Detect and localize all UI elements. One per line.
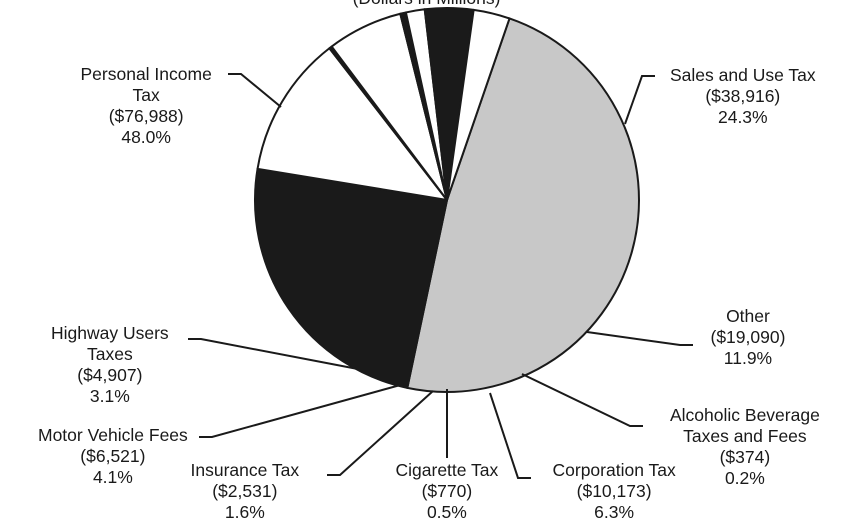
slice-percent: 11.9% bbox=[723, 348, 773, 368]
slice-name: Tax bbox=[132, 85, 160, 105]
pie-slice-personal bbox=[406, 17, 640, 393]
pie-slice-sales bbox=[254, 167, 448, 389]
slice-label-sales: Sales and Use Tax ($38,916) 24.3% bbox=[670, 65, 816, 128]
leader-line-personal bbox=[228, 73, 282, 108]
slice-amount: ($76,988) bbox=[108, 106, 184, 126]
leader-line-highway bbox=[188, 338, 364, 371]
slice-percent: 24.3% bbox=[717, 107, 768, 127]
slice-label-corporation: Corporation Tax ($10,173) 6.3% bbox=[553, 460, 676, 523]
slice-percent: 48.0% bbox=[121, 127, 171, 147]
slice-amount: ($19,090) bbox=[710, 327, 786, 347]
leader-line-motor bbox=[199, 383, 405, 438]
slice-label-personal: Personal Income Tax ($76,988) 48.0% bbox=[81, 64, 212, 148]
leader-line-other bbox=[586, 331, 693, 346]
chart-subtitle: (Dollars in Millions) bbox=[0, 0, 853, 9]
slice-name: Taxes bbox=[86, 344, 133, 364]
slice-name: Taxes and Fees bbox=[683, 426, 807, 446]
slice-percent: 1.6% bbox=[224, 502, 265, 522]
slice-percent: 6.3% bbox=[594, 502, 635, 522]
slice-name: Sales and Use Tax bbox=[670, 65, 816, 85]
leader-line-alcohol bbox=[521, 373, 643, 427]
slice-label-alcohol: Alcoholic Beverage Taxes and Fees ($374) 0.… bbox=[670, 405, 820, 489]
slice-name: Motor Vehicle Fees bbox=[38, 425, 188, 445]
slice-amount: ($2,531) bbox=[212, 481, 278, 501]
leader-line-sales bbox=[624, 75, 655, 125]
slice-name: Personal Income bbox=[80, 64, 212, 84]
slice-percent: 3.1% bbox=[89, 386, 130, 406]
slice-amount: ($38,916) bbox=[705, 86, 781, 106]
slice-name: Insurance Tax bbox=[190, 460, 300, 480]
slice-percent: 0.5% bbox=[426, 502, 467, 522]
slice-name: Highway Users bbox=[51, 323, 169, 343]
slice-label-motor: Motor Vehicle Fees ($6,521) 4.1% bbox=[38, 425, 188, 488]
leader-line-insurance bbox=[327, 390, 434, 476]
slice-amount: ($770) bbox=[421, 481, 473, 501]
slice-amount: ($4,907) bbox=[77, 365, 143, 385]
slice-label-insurance: Insurance Tax ($2,531) 1.6% bbox=[191, 460, 300, 523]
slice-label-highway: Highway Users Taxes ($4,907) 3.1% bbox=[51, 323, 169, 407]
slice-label-other: Other ($19,090) 11.9% bbox=[711, 306, 786, 369]
slice-amount: ($10,173) bbox=[576, 481, 652, 501]
pie-slice-highway bbox=[446, 8, 511, 201]
slice-label-cigarette: Cigarette Tax ($770) 0.5% bbox=[396, 460, 499, 523]
slice-percent: 0.2% bbox=[724, 468, 765, 488]
slice-name: Alcoholic Beverage bbox=[670, 405, 820, 425]
slice-amount: ($374) bbox=[719, 447, 771, 467]
slice-name: Other bbox=[726, 306, 770, 326]
slice-percent: 4.1% bbox=[92, 467, 133, 487]
leader-line-corporation bbox=[489, 392, 531, 479]
slice-name: Corporation Tax bbox=[552, 460, 676, 480]
slice-name: Cigarette Tax bbox=[395, 460, 499, 480]
pie-slice-other bbox=[256, 47, 448, 201]
slice-amount: ($6,521) bbox=[80, 446, 146, 466]
